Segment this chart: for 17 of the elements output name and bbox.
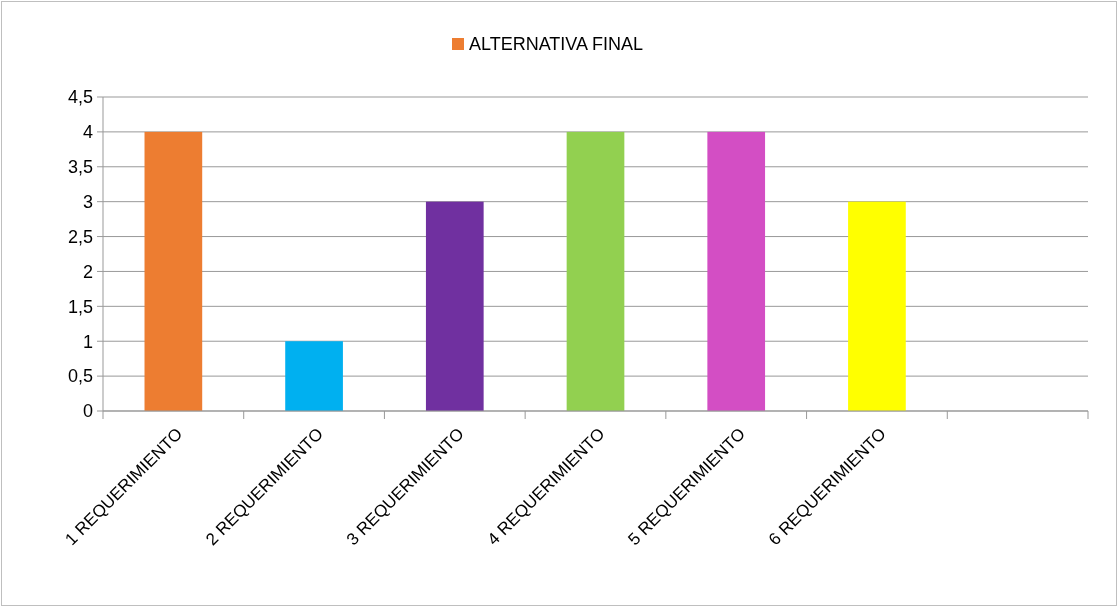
y-tick-label: 2,5 bbox=[67, 226, 93, 247]
y-tick-label: 0 bbox=[82, 401, 93, 422]
bar bbox=[425, 201, 484, 411]
legend-label: ALTERNATIVA FINAL bbox=[469, 34, 644, 55]
bar bbox=[707, 131, 766, 411]
bar bbox=[144, 131, 203, 411]
bar bbox=[285, 341, 343, 411]
y-tick-label: 4,5 bbox=[67, 87, 93, 108]
y-tick-label: 1 bbox=[82, 331, 93, 352]
y-tick-label: 4 bbox=[82, 122, 93, 143]
bar bbox=[566, 131, 625, 411]
y-tick-label: 0,5 bbox=[67, 366, 93, 387]
y-tick-label: 3,5 bbox=[67, 157, 93, 178]
y-tick-label: 2 bbox=[82, 261, 93, 282]
bar bbox=[848, 201, 906, 411]
y-tick-label: 1,5 bbox=[67, 296, 93, 317]
y-tick-label: 3 bbox=[82, 191, 93, 212]
